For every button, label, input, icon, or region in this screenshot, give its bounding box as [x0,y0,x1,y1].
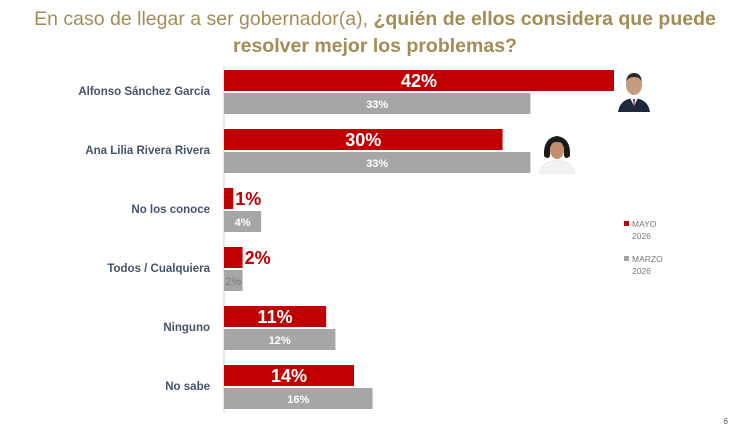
bar-marzo [224,211,262,232]
legend-swatch-mayo [624,221,629,226]
title-line-2: resolver mejor los problemas? [233,35,517,57]
bar-mayo [224,70,614,91]
title-part-1: En caso de llegar a ser gobernador(a), [34,8,374,30]
page-number: 6 [723,417,728,426]
data-label-marzo: 16% [287,394,309,406]
legend-item-marzo: MARZO 2026 [624,253,663,277]
legend-label-marzo: MARZO [632,254,663,264]
data-label-mayo: 30% [345,130,381,150]
title-line-1: En caso de llegar a ser gobernador(a), ¿… [0,6,750,33]
bar-mayo [224,247,243,268]
data-label-marzo: 33% [366,99,388,111]
bar-marzo [224,152,531,173]
bar-marzo [224,329,336,350]
legend-swatch-marzo [624,256,629,261]
title-part-2: ¿quién de ellos considera que puede [373,8,716,30]
data-label-mayo: 2% [245,248,271,268]
bar-marzo [224,93,531,114]
legend-item-mayo: MAYO 2026 [624,218,656,242]
category-label: No los conoce [131,204,210,216]
data-label-mayo: 11% [258,307,293,327]
category-label: Ninguno [163,322,210,334]
bar-marzo [224,388,373,409]
legend-label-mayo: MAYO [632,219,657,229]
category-label: Ana Lilia Rivera Rivera [85,145,210,157]
bar-mayo [224,188,234,209]
category-label: Alfonso Sánchez García [78,86,210,98]
data-label-mayo: 42% [401,71,437,91]
bar-mayo [224,129,503,150]
category-label: Todos / Cualquiera [107,263,210,275]
bar-mayo [224,306,327,327]
legend-sublabel-mayo: 2026 [632,231,651,241]
candidate-photo-alfonso [614,68,654,112]
bar-mayo [224,365,354,386]
chart-title: En caso de llegar a ser gobernador(a), ¿… [0,6,750,60]
data-label-mayo: 1% [235,189,261,209]
data-label-marzo: 4% [235,217,251,229]
data-label-marzo: 12% [269,335,291,347]
data-label-marzo: 2% [225,276,241,288]
bar-marzo [224,270,243,291]
legend-sublabel-marzo: 2026 [632,266,651,276]
data-label-marzo: 33% [366,158,388,170]
category-label: No sabe [165,381,210,393]
candidate-photo-ana-lilia [534,130,580,174]
data-label-mayo: 14% [271,366,307,386]
